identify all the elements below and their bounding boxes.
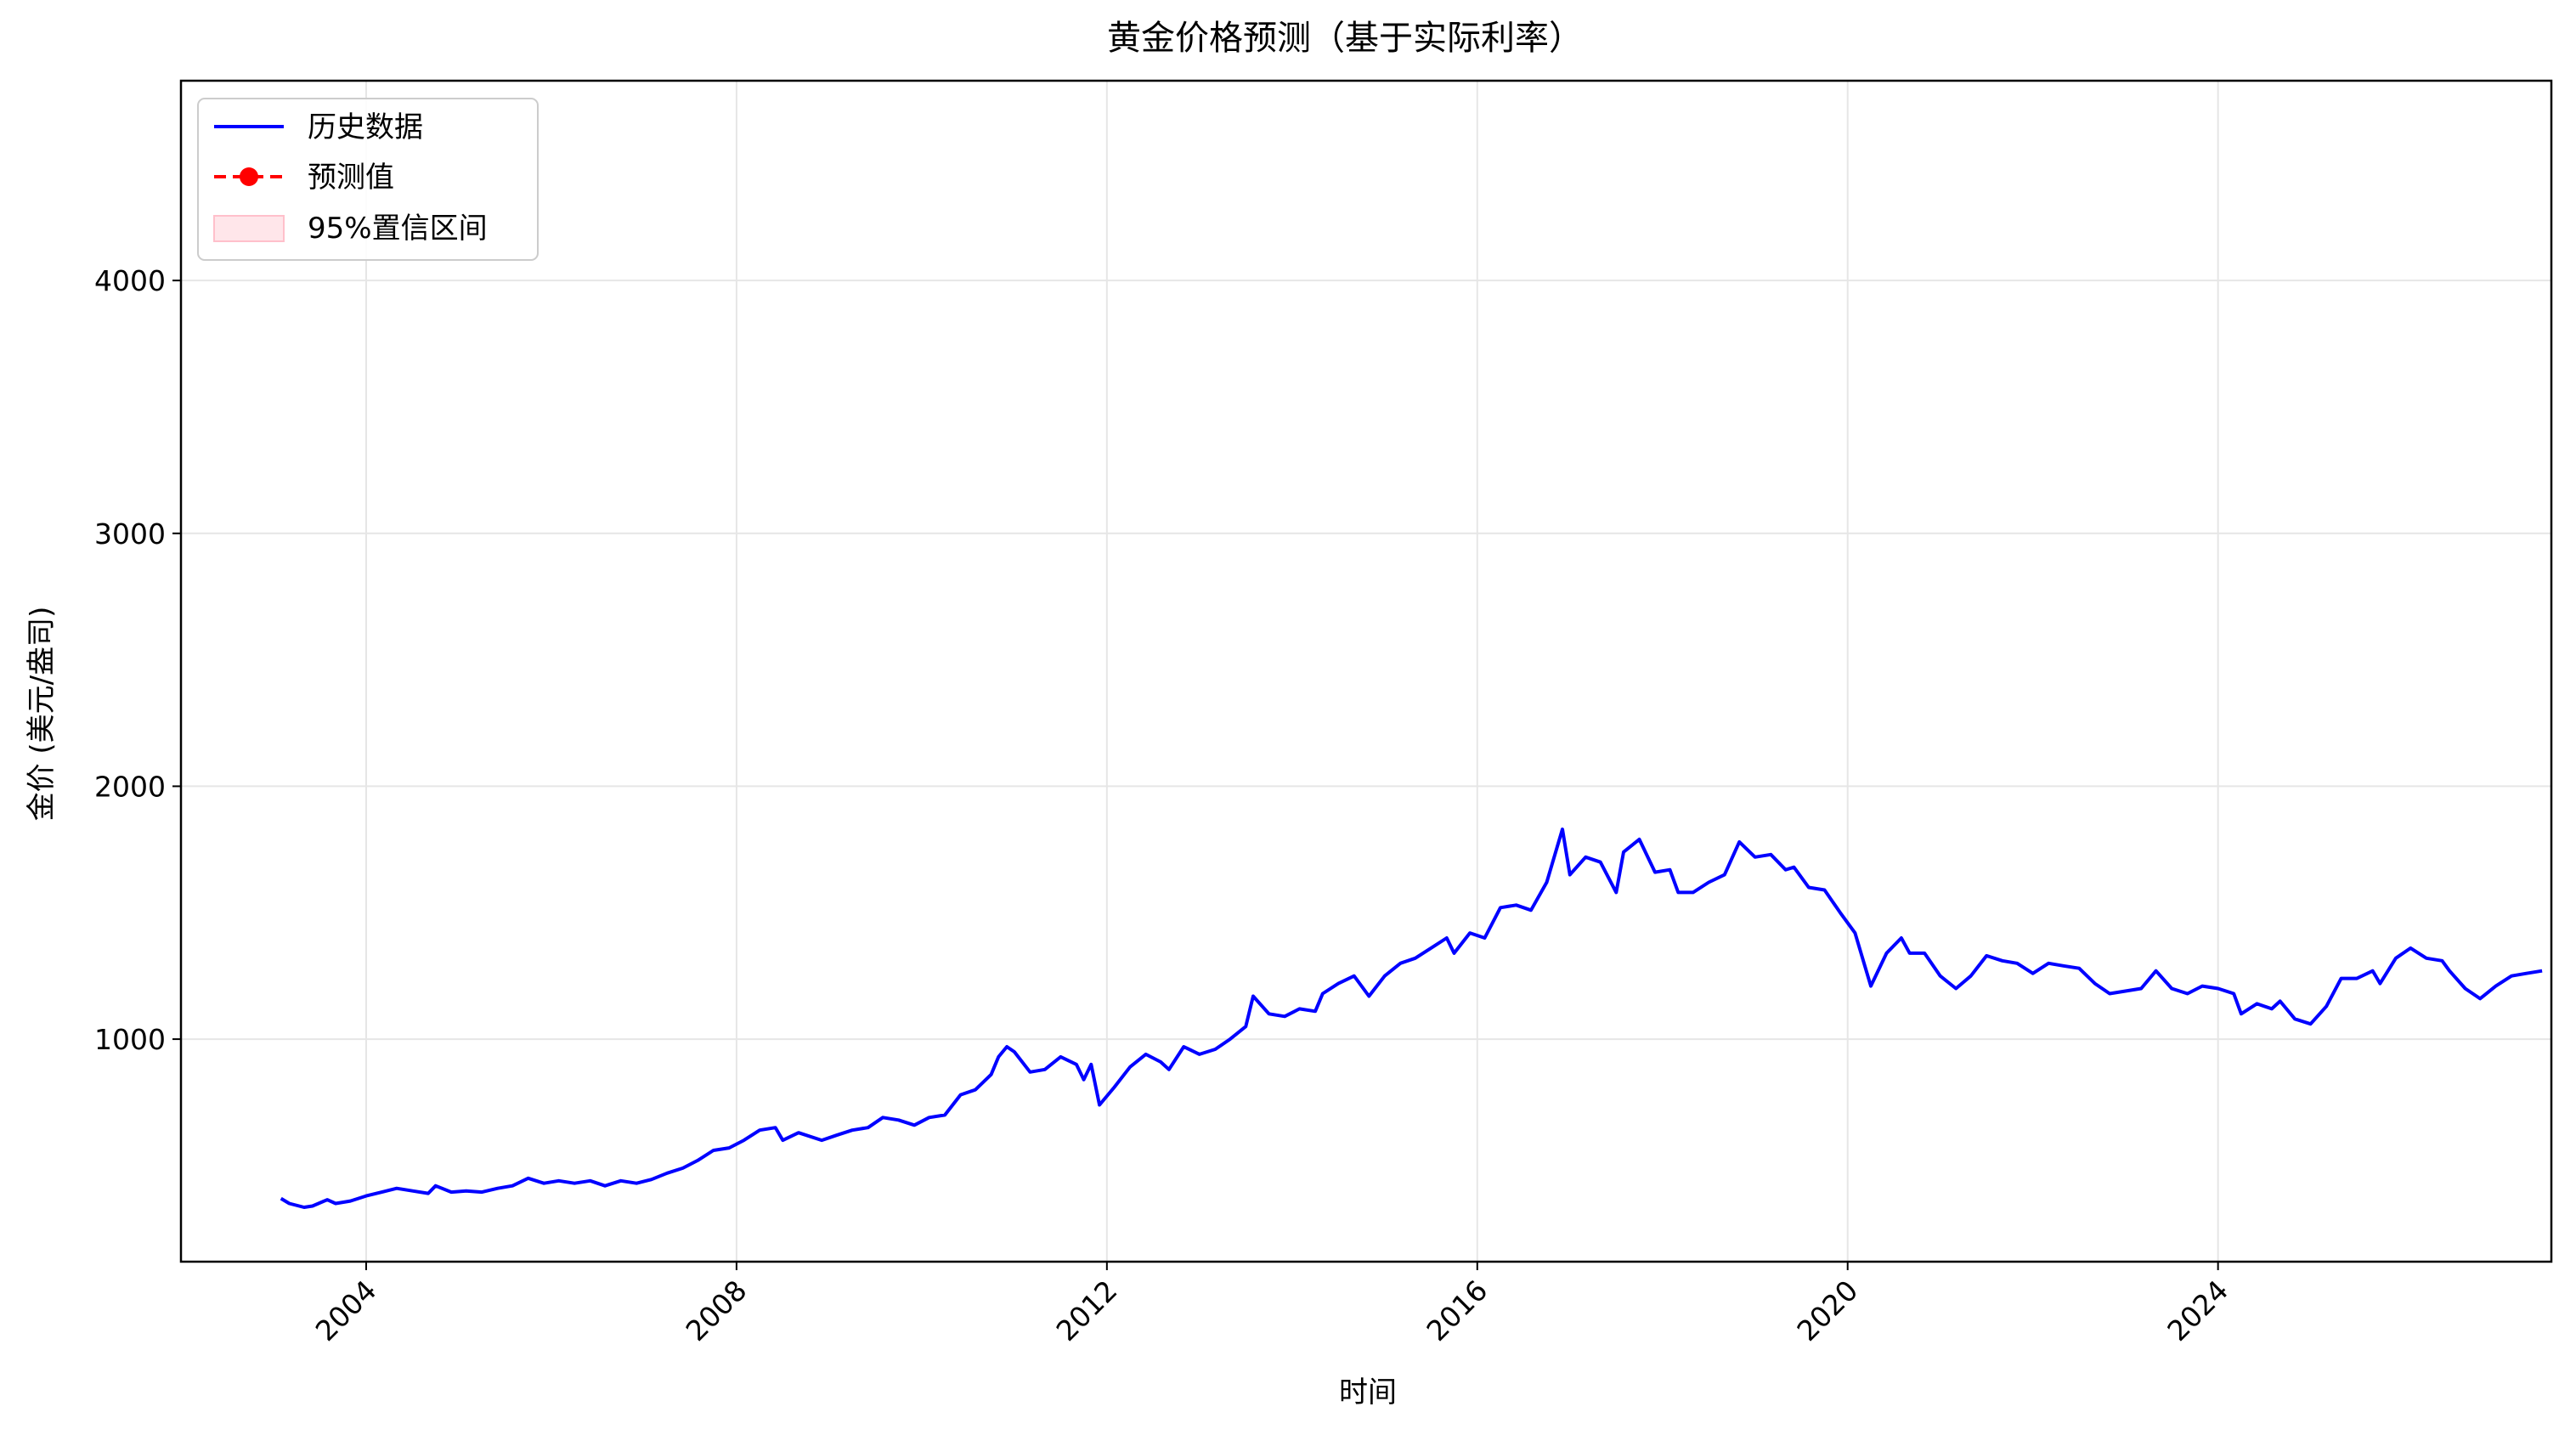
y-tick-label: 3000 <box>94 517 166 551</box>
y-tick-label: 1000 <box>94 1023 166 1056</box>
y-axis-label: 金价 (美元/盎司) <box>25 607 59 822</box>
plot-frame <box>179 79 2553 1263</box>
legend-band-swatch <box>213 215 285 242</box>
y-tick-label: 4000 <box>94 264 166 297</box>
legend-label: 预测值 <box>308 161 394 195</box>
y-tick-label: 2000 <box>94 770 166 803</box>
history-line <box>280 828 2543 1209</box>
chart-title: 黄金价格预测（基于实际利率） <box>1107 19 1583 58</box>
legend-forecast-marker <box>240 167 258 186</box>
series-lines <box>280 828 2543 1209</box>
legend-label: 95%置信区间 <box>308 212 488 246</box>
legend-label: 历史数据 <box>308 110 423 144</box>
x-axis-label: 时间 <box>1339 1376 1397 1410</box>
grid <box>181 81 2551 1262</box>
